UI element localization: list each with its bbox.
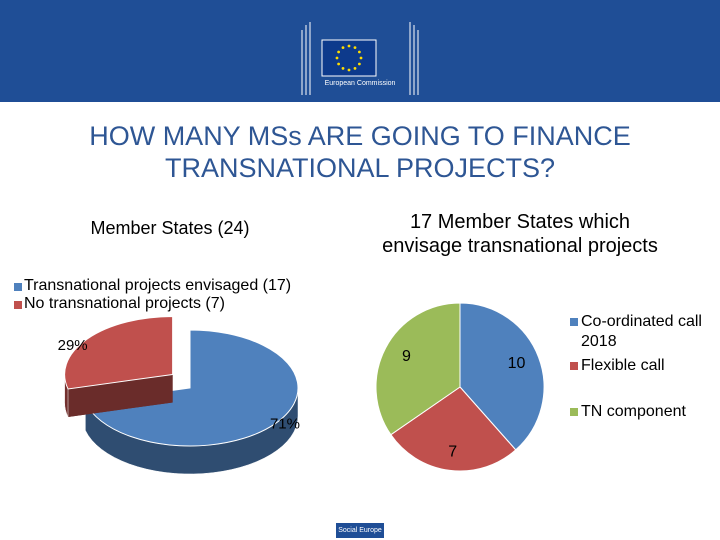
legend-swatch [570,408,578,416]
star [357,62,361,66]
star [357,50,361,54]
data-label: 10 [508,355,526,372]
legend-swatch [570,362,578,370]
data-label: 29% [58,337,88,354]
star [347,44,351,48]
chart-title: Member States (24) [90,218,250,238]
data-label: 9 [402,348,411,365]
pie-slice [64,316,174,390]
slide-title: HOW MANY MSs ARE GOING TO FINANCE TRANSN… [89,121,631,183]
legend-swatch [14,301,22,309]
star [335,56,339,60]
pie-slice [390,386,517,472]
flag-stars [335,44,363,72]
data-label: 71% [270,415,300,432]
star [337,62,341,66]
pie-slice [84,329,299,447]
pie-slice-face [68,374,173,417]
logo-text: European Commission [324,80,396,87]
legend-swatch [14,283,22,291]
star [353,46,357,50]
star [353,66,357,70]
star [347,68,351,72]
pie-slice [459,302,545,451]
legend-label: Transnational projects envisaged (17) [24,277,292,294]
star [341,66,345,70]
star [341,46,345,50]
legend-label: Co-ordinated call 2018 [581,313,702,350]
pie-slice [375,302,461,436]
legend-label: Flexible call [581,357,665,374]
legend-swatch [570,318,578,326]
footer: Social Europe [336,523,384,538]
legend-label: TN component [581,403,686,420]
data-label: 7 [448,443,457,460]
chart-title: 17 Member States which envisage transnat… [382,211,658,257]
legend-label: No transnational projects (7) [24,295,225,312]
star [337,50,341,54]
logo-building [301,22,419,95]
star [359,56,363,60]
